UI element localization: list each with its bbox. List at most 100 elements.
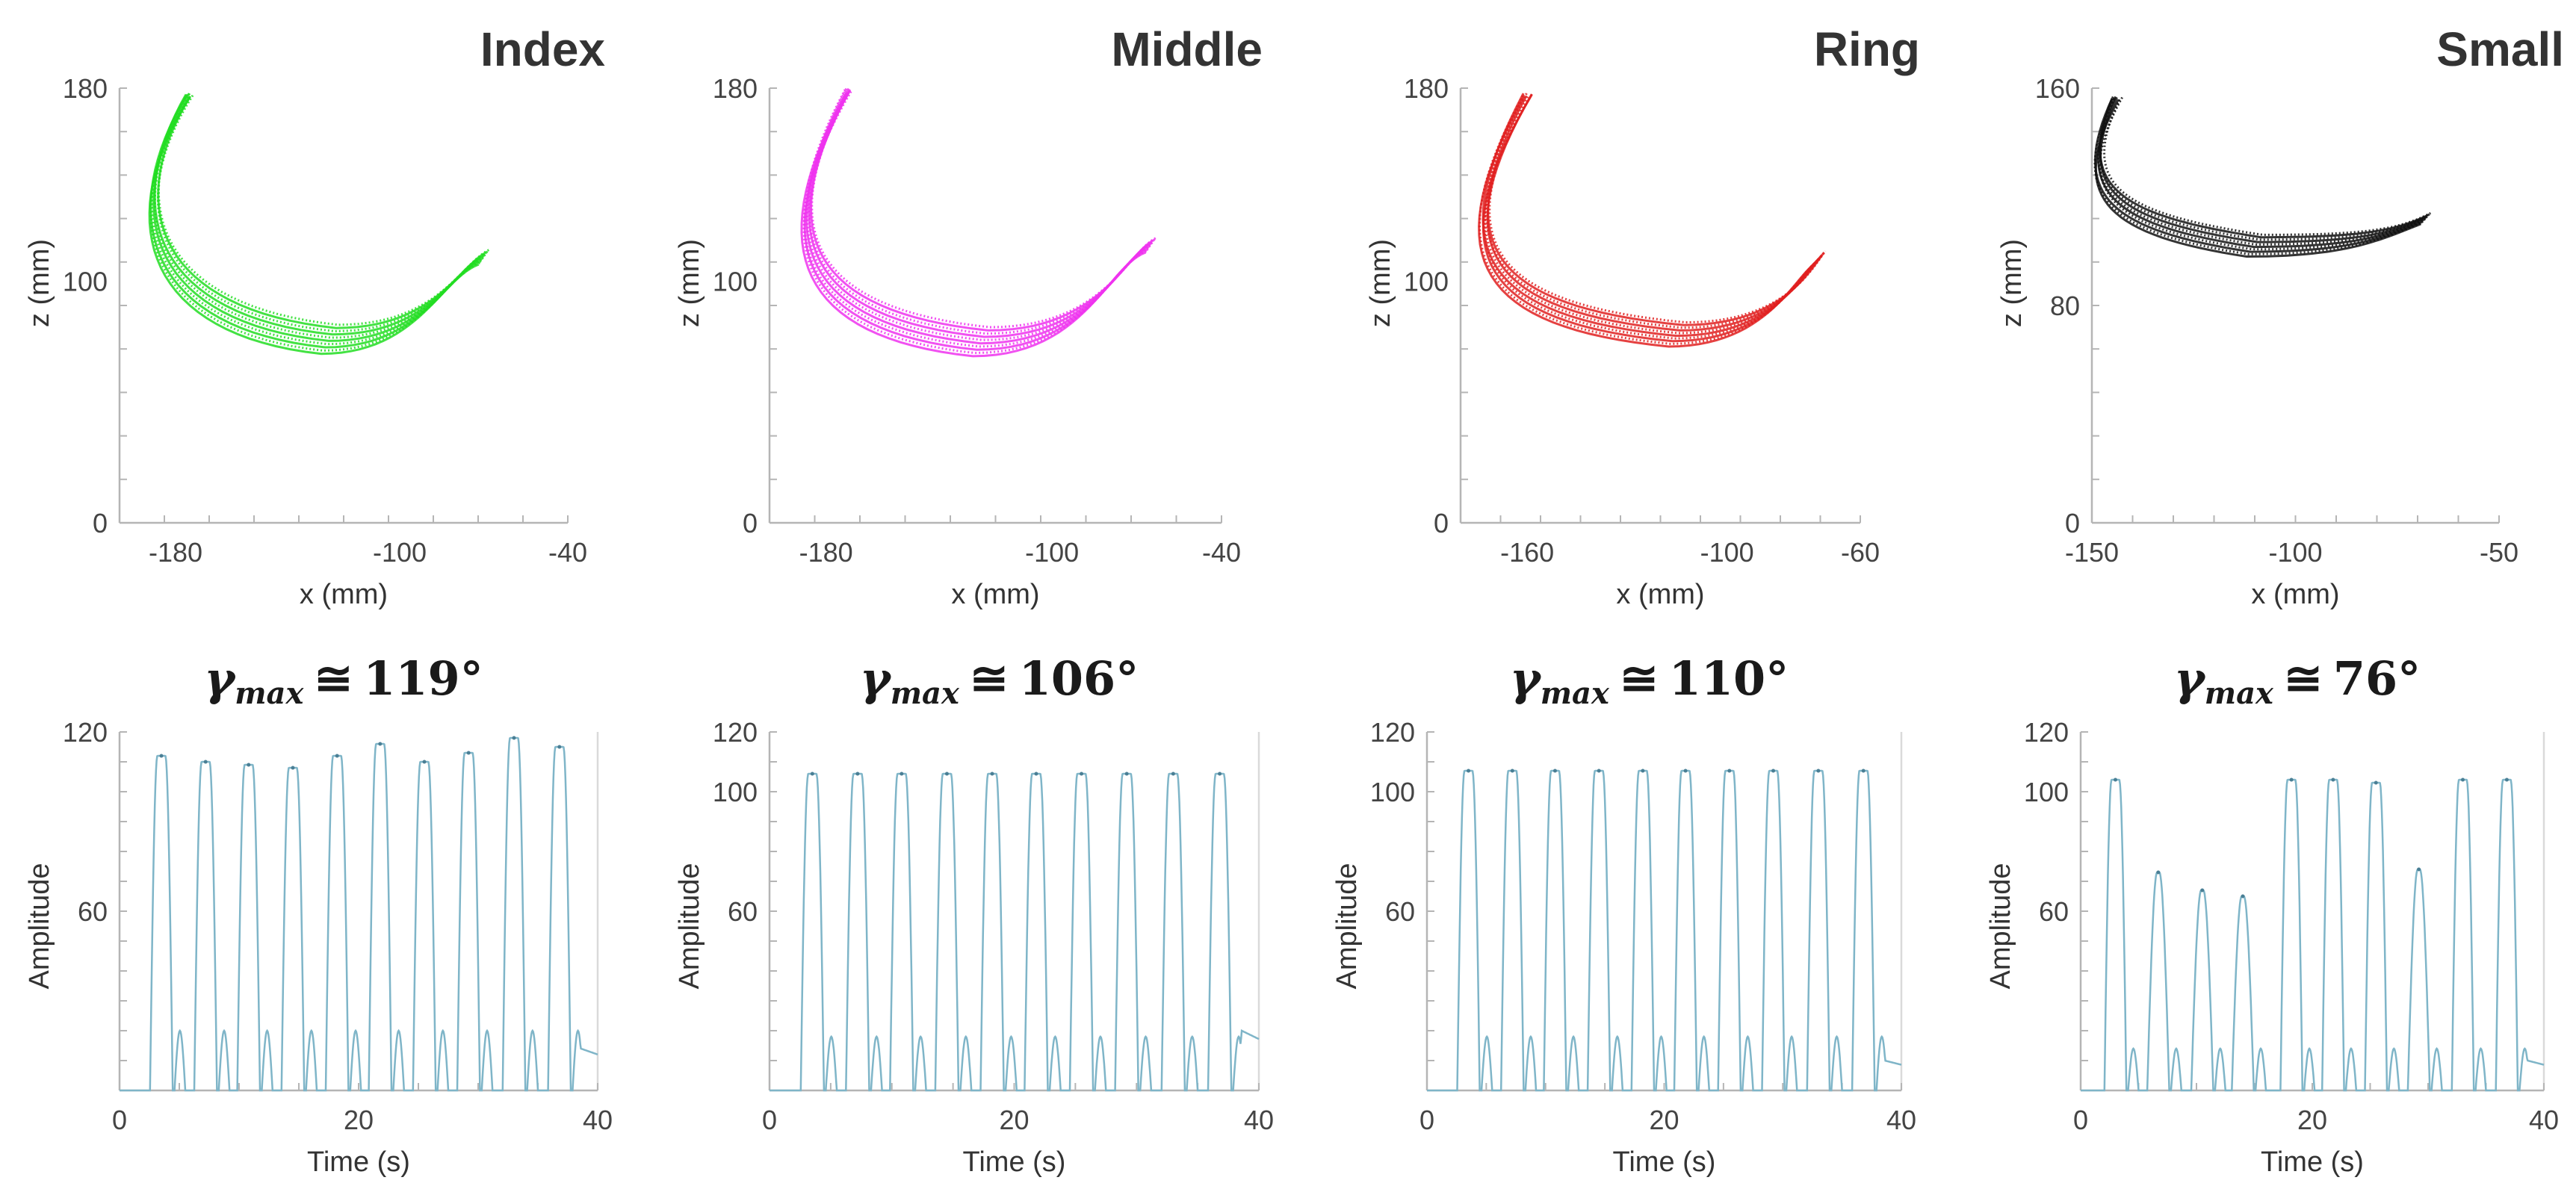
panel-title: Ring — [1814, 22, 1920, 76]
peak-point — [203, 760, 208, 764]
gamma-symbol: γ — [204, 651, 237, 706]
trajectory-trace — [2099, 98, 2430, 239]
y-tick-label: 100 — [2024, 777, 2069, 807]
trajectory-trace — [153, 93, 485, 339]
y-axis-label: z (mm) — [674, 239, 705, 327]
y-axis-label: z (mm) — [1365, 239, 1396, 327]
panel-title: Index — [480, 22, 606, 76]
x-tick-label: -100 — [373, 537, 427, 568]
peak-point — [335, 754, 339, 758]
amplitude-panel-3: γmax ≅ 110° 60 100 120 0 20 40 Time (s) Amplitude — [1331, 651, 1916, 1178]
peak-point — [1171, 772, 1175, 776]
peak-point — [1597, 769, 1601, 773]
gamma-symbol: γ — [1510, 651, 1543, 706]
peak-point — [422, 760, 427, 764]
peak-point — [1467, 769, 1471, 773]
x-tick-label: -40 — [548, 537, 587, 568]
trajectory-trace — [149, 94, 482, 349]
peak-point — [1683, 769, 1688, 773]
panel-title: Small — [2436, 22, 2564, 76]
trajectory-trace — [1487, 95, 1825, 326]
gamma-symbol: γ — [2174, 651, 2207, 706]
y-tick-label: 100 — [63, 267, 108, 297]
peak-point — [1080, 772, 1084, 776]
trajectory-trace — [1484, 93, 1822, 335]
trajectory-trace — [1481, 93, 1821, 338]
peak-point — [900, 772, 904, 776]
amplitude-panel-4: γmax ≅ 76° 60 100 120 0 20 40 Time (s) Amplitude — [1985, 651, 2559, 1178]
x-tick-label: -160 — [1500, 537, 1554, 568]
peak-point — [247, 763, 251, 767]
gamma-relation: ≅ — [314, 651, 353, 706]
x-tick-label: 0 — [2073, 1105, 2088, 1135]
gamma-value: 106° — [1019, 651, 1139, 706]
trajectory-trace — [1484, 94, 1824, 329]
y-tick-label: 60 — [728, 896, 758, 927]
amplitude-line — [2081, 778, 2545, 1092]
trajectory-trace — [2093, 97, 2424, 253]
amplitude-line — [120, 736, 598, 1092]
x-tick-label: 0 — [112, 1105, 127, 1135]
peak-point — [2241, 894, 2245, 899]
gamma-relation: ≅ — [970, 651, 1009, 706]
peak-point — [2289, 778, 2294, 782]
x-axis-label: x (mm) — [951, 579, 1039, 610]
trajectory-trace — [153, 93, 486, 336]
peak-point — [1727, 769, 1732, 773]
trajectory-trace — [2099, 97, 2430, 241]
trajectory-trace — [808, 90, 1155, 335]
trajectory-trace — [1481, 94, 1818, 343]
gamma-symbol: γ — [860, 651, 893, 706]
trajectory-panel-middle: Middle 0 100 180 -180 -100 -40 x (mm) z (mm) — [674, 22, 1263, 610]
x-tick-label: -40 — [1202, 537, 1241, 568]
y-tick-label: 100 — [713, 267, 758, 297]
gamma-subscript: max — [235, 676, 304, 711]
y-tick-label: 0 — [2065, 508, 2080, 539]
y-tick-label: 0 — [1434, 508, 1449, 539]
trajectory-panel-small: Small 0 80 160 -150 -100 -50 x (mm) z (mm) — [1996, 22, 2564, 610]
amplitude-panel-2: γmax ≅ 106° 60 100 120 0 20 40 Time (s) Amplitude — [674, 651, 1274, 1178]
x-tick-label: 40 — [583, 1105, 613, 1135]
amplitude-line — [770, 772, 1260, 1092]
x-tick-label: 0 — [1419, 1105, 1434, 1135]
x-tick-label: 40 — [2529, 1105, 2559, 1135]
trajectory-trace — [157, 96, 489, 329]
x-axis-label: Time (s) — [2261, 1146, 2364, 1178]
peak-point — [466, 751, 471, 755]
trajectory-trace — [156, 94, 488, 333]
amplitude-panel-1: γmax ≅ 119° 60 120 0 20 40 Time (s) Amplitude — [24, 651, 613, 1178]
gamma-relation: ≅ — [2284, 651, 2323, 706]
x-axis-label: Time (s) — [1613, 1146, 1716, 1178]
peak-point — [1641, 769, 1645, 773]
peak-point — [1552, 769, 1557, 773]
peak-point — [1861, 769, 1866, 773]
y-tick-label: 60 — [1385, 896, 1415, 927]
peak-point — [2331, 778, 2335, 782]
y-tick-label: 180 — [1404, 73, 1449, 104]
peak-point — [1771, 769, 1776, 773]
x-tick-label: 20 — [2297, 1105, 2327, 1135]
y-tick-label: 60 — [78, 896, 108, 927]
x-tick-label: 20 — [344, 1105, 374, 1135]
y-axis-label: Amplitude — [24, 863, 55, 990]
x-tick-label: 40 — [1886, 1105, 1916, 1135]
peak-point — [2417, 867, 2421, 872]
peak-point — [1218, 772, 1222, 776]
y-tick-label: 180 — [713, 73, 758, 104]
trajectory-trace — [157, 96, 490, 326]
gamma-value: 110° — [1669, 651, 1789, 706]
y-tick-label: 80 — [2050, 291, 2080, 321]
x-tick-label: -50 — [2480, 537, 2518, 568]
gamma-max-title: γmax ≅ 76° — [2174, 651, 2421, 711]
trajectory-trace — [809, 90, 1156, 332]
amplitude-line — [1427, 769, 1902, 1092]
peak-point — [1124, 772, 1129, 776]
peak-point — [990, 772, 994, 776]
peak-point — [944, 772, 949, 776]
x-tick-label: -60 — [1841, 537, 1880, 568]
trajectory-trace — [148, 96, 480, 356]
peak-point — [2156, 870, 2161, 875]
trajectory-trace — [805, 87, 1151, 345]
trajectory-trace — [1483, 93, 1820, 340]
y-tick-label: 100 — [1370, 777, 1415, 807]
